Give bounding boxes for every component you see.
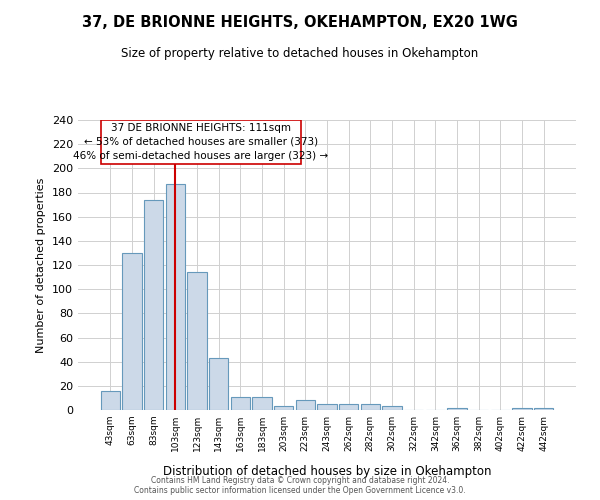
Bar — [382, 406, 402, 410]
Text: 37, DE BRIONNE HEIGHTS, OKEHAMPTON, EX20 1WG: 37, DE BRIONNE HEIGHTS, OKEHAMPTON, EX20… — [82, 15, 518, 30]
Bar — [534, 408, 553, 410]
Text: Contains HM Land Registry data © Crown copyright and database right 2024.: Contains HM Land Registry data © Crown c… — [151, 476, 449, 485]
Bar — [230, 396, 250, 410]
Bar — [101, 390, 120, 410]
Y-axis label: Number of detached properties: Number of detached properties — [37, 178, 46, 352]
X-axis label: Distribution of detached houses by size in Okehampton: Distribution of detached houses by size … — [163, 465, 491, 478]
Text: Contains public sector information licensed under the Open Government Licence v3: Contains public sector information licen… — [134, 486, 466, 495]
Bar — [144, 200, 163, 410]
Bar — [274, 406, 293, 410]
Text: 37 DE BRIONNE HEIGHTS: 111sqm
← 53% of detached houses are smaller (373)
46% of : 37 DE BRIONNE HEIGHTS: 111sqm ← 53% of d… — [73, 122, 328, 161]
Text: Size of property relative to detached houses in Okehampton: Size of property relative to detached ho… — [121, 48, 479, 60]
Bar — [122, 253, 142, 410]
Bar — [101, 120, 301, 164]
Bar — [209, 358, 229, 410]
Bar — [361, 404, 380, 410]
Bar — [512, 408, 532, 410]
Bar — [296, 400, 315, 410]
Bar — [252, 396, 272, 410]
Bar — [447, 408, 467, 410]
Bar — [339, 404, 358, 410]
Bar — [187, 272, 207, 410]
Bar — [317, 404, 337, 410]
Bar — [166, 184, 185, 410]
